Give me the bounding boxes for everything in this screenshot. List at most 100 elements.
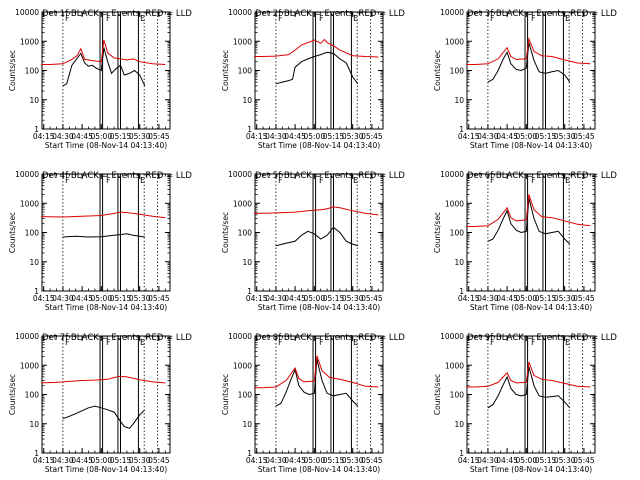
x-axis-label: Start Time (08-Nov-14 04:13:40)	[258, 465, 380, 474]
series-line-events	[62, 47, 146, 87]
plot-frame	[41, 173, 171, 292]
y-tick-label: 10000	[228, 170, 252, 179]
x-tick-label: 04:45	[496, 132, 518, 141]
x-tick-label: 05:45	[573, 456, 595, 465]
y-tick-label: 10	[29, 420, 39, 429]
y-tick-label: 10000	[15, 8, 39, 17]
x-tick-label: 05:15	[535, 456, 557, 465]
y-tick-label: 1000	[233, 199, 252, 208]
series-line-lld	[254, 355, 379, 389]
x-tick-label: 04:45	[71, 456, 93, 465]
marker-label-f: F	[278, 176, 282, 185]
x-tick-label: 04:30	[477, 456, 499, 465]
y-axis-label: Counts/sec	[221, 50, 230, 91]
x-tick-label: 04:30	[265, 294, 287, 303]
plot-frame	[466, 335, 596, 454]
y-tick-label: 10000	[440, 170, 464, 179]
y-tick-label: 100	[238, 67, 253, 76]
marker-label-f: F	[65, 338, 69, 347]
y-axis-label: Counts/sec	[221, 374, 230, 415]
x-tick-label: 05:00	[90, 294, 112, 303]
chart-panel-4: 1 10 100 1000 10000 04:1504:3004:4505:0005:15…	[8, 170, 192, 312]
series-line-events	[487, 366, 571, 409]
y-tick-label: 1000	[20, 361, 39, 370]
x-tick-label: 05:15	[323, 456, 345, 465]
x-tick-label: 05:30	[342, 132, 364, 141]
x-tick-label: 05:30	[129, 294, 151, 303]
x-tick-label: 04:15	[458, 294, 480, 303]
y-tick-label: 10000	[15, 332, 39, 341]
plot-frame	[466, 11, 596, 130]
marker-label-f: F	[531, 176, 535, 185]
marker-label-f: F	[278, 14, 282, 23]
y-tick-label: 10000	[228, 332, 252, 341]
chart-panel-8: 1 10 100 1000 10000 04:1504:3004:4505:0005:15…	[221, 332, 405, 474]
y-tick-label: 100	[25, 229, 40, 238]
chart-title: Det 1f BLACK = Events, RED = LLD	[42, 9, 192, 19]
x-tick-label: 04:15	[33, 132, 55, 141]
y-tick-label: 10	[454, 96, 464, 105]
y-tick-label: 1	[459, 125, 464, 134]
y-tick-label: 10	[242, 258, 252, 267]
marker-label-f: F	[531, 338, 535, 347]
marker-label-f: F	[490, 338, 494, 347]
y-tick-label: 10	[242, 420, 252, 429]
x-tick-label: 05:30	[129, 456, 151, 465]
y-tick-label: 10	[29, 96, 39, 105]
series-line-events	[62, 405, 146, 429]
y-tick-label: 100	[238, 391, 253, 400]
x-tick-label: 05:15	[535, 294, 557, 303]
chart-title: Det 2f BLACK = Events, RED = LLD	[255, 9, 405, 19]
plot-frame	[254, 335, 384, 454]
x-tick-label: 05:15	[110, 456, 132, 465]
x-tick-label: 05:45	[573, 132, 595, 141]
marker-label-f: F	[531, 14, 535, 23]
y-tick-label: 1000	[20, 37, 39, 46]
x-tick-label: 05:00	[303, 294, 325, 303]
x-tick-label: 04:45	[496, 294, 518, 303]
x-tick-label: 04:45	[496, 456, 518, 465]
marker-label-f: F	[490, 176, 494, 185]
marker-label-e: E	[565, 14, 570, 23]
series-line-events	[487, 197, 571, 245]
plot-frame	[466, 173, 596, 292]
x-tick-label: 05:45	[361, 294, 383, 303]
y-axis-label: Counts/sec	[433, 50, 442, 91]
chart-title: Det 4f BLACK = Events, RED = LLD	[42, 171, 192, 181]
marker-label-f: F	[65, 14, 69, 23]
y-tick-label: 100	[450, 229, 465, 238]
x-axis-label: Start Time (08-Nov-14 04:13:40)	[258, 141, 380, 150]
chart-title: Det 8f BLACK = Events, RED = LLD	[255, 333, 405, 343]
marker-label-f: F	[319, 338, 323, 347]
y-axis-label: Counts/sec	[8, 374, 17, 415]
y-tick-label: 1000	[20, 199, 39, 208]
x-tick-label: 04:15	[246, 294, 268, 303]
x-tick-label: 05:15	[110, 132, 132, 141]
chart-panel-5: 1 10 100 1000 10000 04:1504:3004:4505:0005:15…	[221, 170, 405, 312]
y-tick-label: 10000	[15, 170, 39, 179]
x-tick-label: 04:45	[284, 456, 306, 465]
series-line-lld	[466, 194, 591, 227]
plot-frame	[254, 173, 384, 292]
y-tick-label: 10	[454, 258, 464, 267]
plot-frame	[41, 335, 171, 454]
x-tick-label: 04:30	[477, 132, 499, 141]
chart-panel-6: 1 10 100 1000 10000 04:1504:3004:4505:0005:15…	[433, 170, 617, 312]
y-tick-label: 1	[459, 449, 464, 458]
y-tick-label: 1	[34, 449, 39, 458]
x-tick-label: 05:00	[515, 294, 537, 303]
marker-label-e: E	[140, 176, 145, 185]
x-tick-label: 04:45	[284, 132, 306, 141]
x-tick-label: 05:15	[323, 294, 345, 303]
y-axis-label: Counts/sec	[433, 212, 442, 253]
marker-label-f: F	[490, 14, 494, 23]
chart-title: Det 9f BLACK = Events, RED = LLD	[467, 333, 617, 343]
y-tick-label: 100	[450, 67, 465, 76]
marker-label-f: F	[278, 338, 282, 347]
x-tick-label: 04:15	[458, 456, 480, 465]
x-tick-label: 05:45	[573, 294, 595, 303]
x-tick-label: 04:45	[71, 294, 93, 303]
chart-panel-2: 1 10 100 1000 10000 04:1504:3004:4505:0005:15…	[221, 8, 405, 150]
x-tick-label: 05:45	[361, 132, 383, 141]
